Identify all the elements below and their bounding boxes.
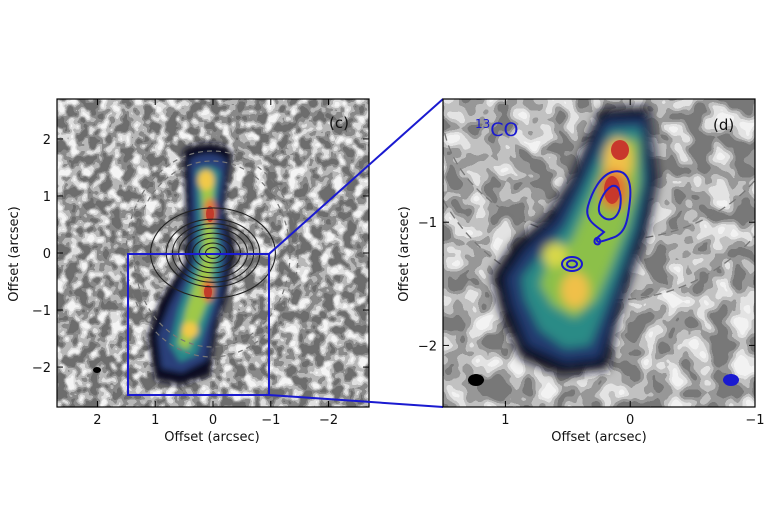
panel-d: 13CO (d) 1 0 −1 −1 −2 Offset (arcsec) Offset… (397, 98, 765, 445)
zoom-connector-top (268, 98, 444, 255)
y-tick-label: −2 (32, 361, 51, 376)
x-tick-label: 0 (626, 413, 634, 428)
x-tick-label: 0 (209, 413, 217, 428)
panel-d-ylabel: Offset (arcsec) (397, 206, 412, 301)
zoom-connector-bottom (268, 394, 444, 408)
panel-c-xlabel: Offset (arcsec) (164, 430, 259, 445)
panel-d-axes: 1 0 −1 −1 −2 (418, 99, 765, 428)
panel-d-xlabel: Offset (arcsec) (551, 430, 646, 445)
zoom-box (127, 253, 270, 396)
panel-label-d: (d) (713, 116, 734, 134)
panel-c: (c) 2 1 0 −1 −2 2 1 0 −1 −2 Offset (arcsec) Offse… (7, 98, 370, 445)
species-label: 13CO (475, 117, 519, 141)
beam-ellipse-black (468, 374, 484, 386)
y-tick-label: 2 (43, 133, 51, 148)
x-tick-label: −2 (319, 413, 338, 428)
beam-ellipse (93, 367, 101, 373)
x-tick-label: 1 (501, 413, 509, 428)
panel-c-ylabel: Offset (arcsec) (7, 206, 22, 301)
x-tick-label: −1 (261, 413, 280, 428)
panel-d-frame (442, 98, 756, 408)
x-tick-label: −1 (745, 413, 764, 428)
y-tick-label: 0 (43, 247, 51, 262)
panel-label-c: (c) (329, 114, 349, 132)
panel-d-image (443, 99, 755, 407)
y-tick-label: 1 (43, 190, 51, 205)
dashed-ellipse-inner (133, 160, 291, 348)
panel-c-axes: 2 1 0 −1 −2 2 1 0 −1 −2 (32, 99, 369, 428)
y-tick-label: −2 (418, 339, 437, 354)
blue-contours (561, 170, 632, 272)
beam-ellipse-blue (723, 374, 739, 386)
y-tick-label: −1 (32, 304, 51, 319)
y-tick-label: −1 (418, 216, 437, 231)
dashed-ellipse-outer (125, 150, 299, 358)
x-tick-label: 2 (93, 413, 101, 428)
x-tick-label: 1 (151, 413, 159, 428)
